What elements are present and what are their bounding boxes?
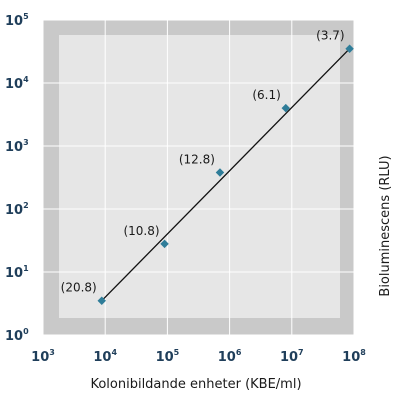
x-tick-label: 107 (280, 348, 304, 365)
plot-panel (43, 20, 354, 335)
x-axis-ticks: 103 104 105 106 107 108 (31, 348, 366, 365)
y-tick-label: 104 (5, 75, 29, 92)
data-point (281, 103, 291, 113)
x-tick-label: 108 (342, 348, 366, 365)
y-tick-label: 103 (5, 138, 29, 155)
y-axis-title: Bioluminescens (RLU) (378, 155, 393, 296)
data-label: (6.1) (252, 88, 280, 102)
x-tick-label: 106 (218, 348, 242, 365)
trend-line-group (101, 48, 351, 302)
gridlines (42, 19, 355, 336)
panel-inner (59, 35, 340, 318)
y-tick-label: 102 (5, 201, 29, 218)
data-label: (12.8) (179, 152, 215, 166)
data-point (345, 44, 354, 53)
data-points (97, 44, 354, 305)
y-axis-ticks: 100 101 102 103 104 105 (5, 12, 29, 344)
data-labels: (20.8) (10.8) (12.8) (6.1) (3.7) (61, 29, 345, 295)
x-tick-label: 105 (156, 348, 180, 365)
y-tick-label: 101 (5, 264, 29, 281)
data-label: (20.8) (61, 281, 97, 295)
data-label: (10.8) (123, 224, 159, 238)
data-point (97, 296, 106, 305)
data-point (160, 239, 169, 249)
x-tick-label: 103 (31, 348, 55, 365)
x-axis-title: Kolonibildande enheter (KBE/ml) (90, 377, 301, 392)
data-point (215, 168, 225, 177)
x-tick-label: 104 (93, 348, 117, 365)
data-label: (3.7) (316, 29, 344, 43)
y-tick-label: 105 (5, 12, 29, 29)
trend-line (101, 48, 351, 302)
y-tick-label: 100 (5, 327, 29, 344)
